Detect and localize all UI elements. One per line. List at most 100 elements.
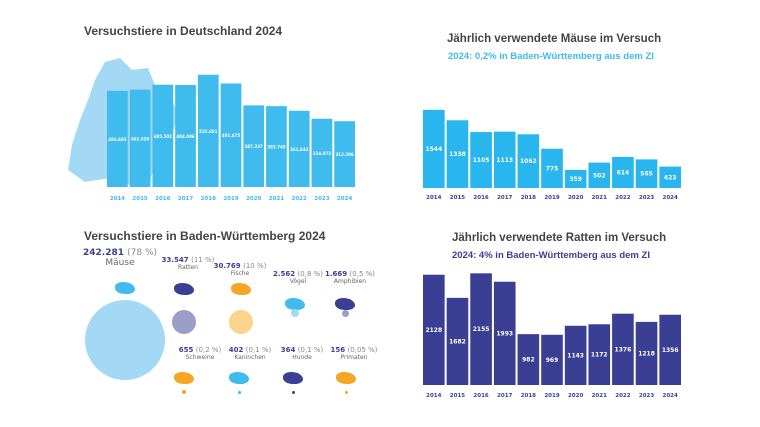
bar-2018 xyxy=(517,134,540,188)
x-tick-2014: 2014 xyxy=(426,393,441,399)
animal-primaten: 156 (0,05 %) Primaten xyxy=(314,346,394,361)
bar-2016 xyxy=(470,132,492,188)
bar-2023 xyxy=(635,321,658,385)
mice-chart: 1544 2014 1338 2015 1105 2016 1113 2017 1062 2018… xyxy=(423,109,681,201)
bar-label-2023: 324.072 xyxy=(313,151,331,156)
x-tick-2024: 2024 xyxy=(663,393,678,399)
animal-icon-ratten xyxy=(174,283,194,295)
x-tick-2022: 2022 xyxy=(292,196,307,202)
bar-label-2017: 484.086 xyxy=(176,134,194,139)
x-tick-2014: 2014 xyxy=(110,196,125,202)
proportion-circle xyxy=(85,300,165,380)
bar-label-2022: 1376 xyxy=(615,346,632,353)
bar-2014 xyxy=(107,90,128,187)
bar-label-2014: 456.605 xyxy=(108,137,126,142)
x-tick-2016: 2016 xyxy=(473,195,488,201)
animal-icon-amphibien xyxy=(335,298,355,310)
x-tick-2022: 2022 xyxy=(615,393,630,399)
animal-hunde: 364 (0,1 %) Hunde xyxy=(262,346,342,361)
animal-schweine: 655 (0,2 %) Schweine xyxy=(160,346,240,361)
x-tick-2023: 2023 xyxy=(639,393,654,399)
bar-2019 xyxy=(541,334,563,385)
animal-name: Mäuse xyxy=(105,258,135,268)
bar-2017 xyxy=(493,131,516,188)
animal-icon-mäuse xyxy=(115,282,135,294)
bar-2023 xyxy=(311,118,333,187)
animal-count: 655 (0,2 %) xyxy=(178,346,222,354)
bar-2018 xyxy=(197,74,219,187)
bar-label-2017: 1113 xyxy=(496,157,513,164)
animal-count: 156 (0,05 %) xyxy=(330,346,378,354)
animal-ratten: 33.547 (11 %) Ratten xyxy=(148,256,228,271)
bar-2021 xyxy=(588,162,611,188)
x-tick-2017: 2017 xyxy=(178,196,193,202)
animal-count: 30.769 (10 %) xyxy=(213,262,267,270)
animal-icon-schweine xyxy=(174,372,194,384)
animal-name: Kaninchen xyxy=(234,354,266,361)
bar-2015 xyxy=(446,297,469,385)
animal-count: 364 (0,1 %) xyxy=(280,346,324,354)
animal-amphibien: 1.669 (0,5 %) Amphibien xyxy=(310,270,390,285)
bar-2016 xyxy=(152,84,174,187)
chart-title-mice: Jährlich verwendete Mäuse im Versuch xyxy=(447,33,662,45)
bar-2019 xyxy=(541,148,563,188)
animal-icon-kaninchen xyxy=(229,372,249,384)
x-tick-2016: 2016 xyxy=(155,196,170,202)
animal-icon-fische xyxy=(231,283,251,295)
x-tick-2024: 2024 xyxy=(337,196,352,202)
bar-label-2024: 423 xyxy=(664,174,677,181)
animal-count: 2.562 (0,8 %) xyxy=(272,270,324,278)
x-tick-2021: 2021 xyxy=(592,393,607,399)
germany-chart: 456.605 2014 462.038 2015 485.502 2016 484.086… xyxy=(68,58,355,202)
proportion-circle xyxy=(344,390,348,394)
animal-icon-primaten xyxy=(336,372,356,384)
proportion-circle xyxy=(229,310,253,334)
bar-label-2023: 1218 xyxy=(638,350,655,357)
bw-title: Versuchstiere in Baden-Württemberg 2024 xyxy=(84,229,326,243)
bar-2021 xyxy=(588,324,611,385)
bar-2022 xyxy=(288,110,310,187)
x-tick-2017: 2017 xyxy=(497,393,512,399)
x-tick-2021: 2021 xyxy=(269,196,284,202)
proportion-circle xyxy=(341,309,349,317)
bar-label-2019: 491.475 xyxy=(222,133,240,138)
chart-subtitle-mice: 2024: 0,2% in Baden-Württemberg aus dem … xyxy=(448,51,654,62)
animal-name: Schweine xyxy=(185,354,215,361)
bar-2024 xyxy=(659,314,681,385)
x-tick-2018: 2018 xyxy=(521,393,536,399)
bar-label-2021: 383.749 xyxy=(267,145,285,150)
x-tick-2023: 2023 xyxy=(639,195,654,201)
bar-label-2016: 485.502 xyxy=(154,134,172,139)
x-tick-2018: 2018 xyxy=(521,195,536,201)
x-tick-2019: 2019 xyxy=(544,393,559,399)
proportion-circle xyxy=(291,309,299,317)
animal-count: 402 (0,1 %) xyxy=(228,346,272,354)
bar-label-2014: 2128 xyxy=(425,327,442,334)
animal-count: 33.547 (11 %) xyxy=(161,256,215,264)
animal-name: Ratten xyxy=(178,264,198,271)
animal-vögel: 2.562 (0,8 %) Vögel xyxy=(258,270,338,285)
animal-name: Fische xyxy=(230,270,250,277)
x-tick-2015: 2015 xyxy=(132,196,147,202)
bar-label-2020: 387.337 xyxy=(245,144,263,149)
animal-icon-hunde xyxy=(283,372,303,384)
bar-2020 xyxy=(564,325,587,385)
x-tick-2018: 2018 xyxy=(201,196,216,202)
x-tick-2020: 2020 xyxy=(568,195,583,201)
proportion-circle xyxy=(182,390,186,394)
bar-label-2018: 1062 xyxy=(520,158,537,165)
bar-label-2022: 614 xyxy=(617,169,630,176)
bar-2017 xyxy=(493,281,516,385)
animal-count: 1.669 (0,5 %) xyxy=(324,270,376,278)
bar-label-2021: 502 xyxy=(593,172,606,179)
animal-name: Primaten xyxy=(340,354,368,361)
bar-2016 xyxy=(470,273,492,385)
bar-label-2015: 462.038 xyxy=(131,136,149,141)
bar-label-2024: 312.206 xyxy=(336,152,354,157)
proportion-circle xyxy=(291,390,295,394)
bar-2021 xyxy=(266,106,287,187)
animal-kaninchen: 402 (0,1 %) Kaninchen xyxy=(210,346,290,361)
proportion-circle xyxy=(237,390,241,394)
bar-2022 xyxy=(612,313,634,385)
x-tick-2022: 2022 xyxy=(615,195,630,201)
